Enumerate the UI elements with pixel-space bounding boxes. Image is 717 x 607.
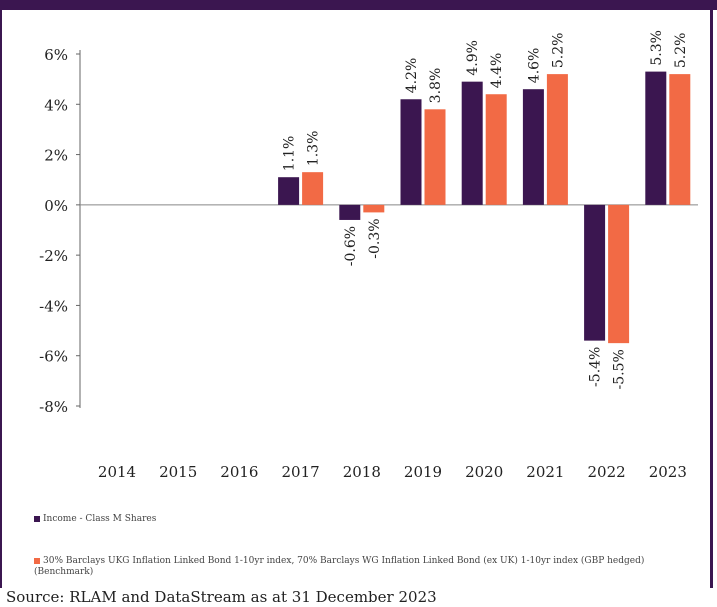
data-label: 1.1% bbox=[282, 136, 298, 172]
y-tick-label: 0% bbox=[44, 197, 68, 215]
bar bbox=[669, 74, 691, 205]
data-label: 1.3% bbox=[306, 131, 322, 167]
x-tick-label: 2023 bbox=[649, 463, 687, 481]
x-tick-label: 2022 bbox=[588, 463, 626, 481]
data-label: 4.4% bbox=[489, 53, 505, 89]
x-tick-label: 2015 bbox=[159, 463, 197, 481]
y-tick-label: -6% bbox=[39, 348, 68, 366]
y-tick-label: 6% bbox=[44, 46, 68, 64]
legend-label-benchmark: 30% Barclays UKG Inflation Linked Bond 1… bbox=[34, 556, 645, 577]
bar bbox=[485, 94, 507, 205]
bar bbox=[608, 204, 630, 344]
data-label: -0.6% bbox=[343, 226, 359, 266]
chart-frame bbox=[0, 10, 713, 588]
data-label: 5.3% bbox=[649, 30, 665, 66]
data-label: 5.2% bbox=[673, 33, 689, 69]
y-tick-label: -2% bbox=[39, 247, 68, 265]
bar bbox=[522, 89, 544, 205]
x-tick-label: 2019 bbox=[404, 463, 442, 481]
x-tick-label: 2016 bbox=[220, 463, 258, 481]
x-tick-label: 2017 bbox=[282, 463, 320, 481]
data-label: 4.6% bbox=[526, 48, 542, 84]
bar bbox=[400, 99, 422, 205]
legend-label-income: Income - Class M Shares bbox=[43, 514, 157, 524]
x-tick-label: 2020 bbox=[465, 463, 503, 481]
header-bar bbox=[0, 0, 717, 10]
x-tick-label: 2014 bbox=[98, 463, 136, 481]
data-label: 4.2% bbox=[404, 58, 420, 94]
bar bbox=[645, 71, 667, 205]
x-tick-label: 2021 bbox=[526, 463, 564, 481]
source-note: Source: RLAM and DataStream as at 31 Dec… bbox=[6, 588, 437, 606]
bar bbox=[302, 172, 324, 205]
data-label: 5.2% bbox=[550, 33, 566, 69]
data-label: -5.4% bbox=[588, 347, 604, 387]
bar bbox=[461, 81, 483, 205]
y-tick-label: -8% bbox=[39, 398, 68, 416]
legend-item-benchmark: 30% Barclays UKG Inflation Linked Bond 1… bbox=[34, 556, 706, 578]
data-label: 3.8% bbox=[428, 68, 444, 104]
data-label: -0.3% bbox=[367, 218, 383, 258]
bar bbox=[278, 177, 300, 205]
y-tick-label: 2% bbox=[44, 147, 68, 165]
legend-swatch-benchmark bbox=[34, 557, 40, 564]
bar bbox=[363, 204, 385, 213]
y-tick-label: 4% bbox=[44, 96, 68, 114]
bar bbox=[339, 204, 361, 220]
legend-item-income: Income - Class M Shares bbox=[34, 514, 156, 525]
x-tick-label: 2018 bbox=[343, 463, 381, 481]
data-label: 4.9% bbox=[465, 40, 481, 76]
bar bbox=[584, 204, 606, 341]
bar bbox=[546, 74, 568, 205]
y-tick-label: -4% bbox=[39, 297, 68, 315]
legend-swatch-income bbox=[34, 515, 40, 522]
data-label: -5.5% bbox=[612, 349, 628, 389]
bar bbox=[424, 109, 446, 205]
